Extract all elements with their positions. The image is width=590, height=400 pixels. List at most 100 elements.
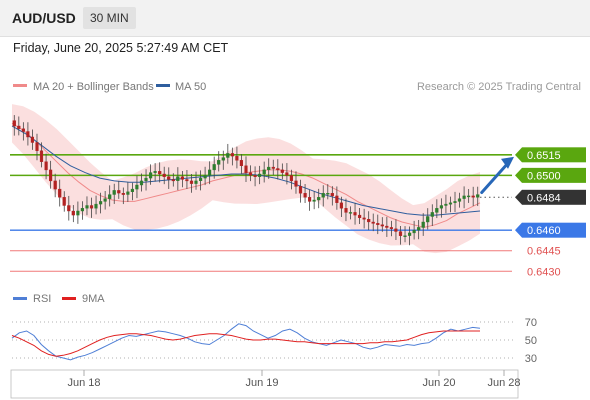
candle-body bbox=[389, 227, 393, 229]
rsi-tick-30: 30 bbox=[525, 353, 537, 365]
candle-body bbox=[221, 157, 225, 161]
rsi-ma-legend-label: 9MA bbox=[82, 293, 105, 305]
rsi-panel: 30 50 70 bbox=[11, 317, 537, 365]
candle-body bbox=[53, 180, 57, 190]
candle-body bbox=[403, 235, 407, 237]
candle-body bbox=[467, 195, 471, 198]
candle-body bbox=[12, 120, 16, 127]
time-axis: Jun 18 Jun 19 Jun 20 Jun 28 bbox=[10, 369, 521, 399]
price-legend: MA 20 + Bollinger Bands MA 50 Research ©… bbox=[13, 81, 581, 93]
candle-body bbox=[112, 190, 116, 195]
rsi-tick-70: 70 bbox=[525, 317, 537, 329]
candle-body bbox=[253, 175, 257, 177]
candle-body bbox=[67, 205, 71, 212]
candle-body bbox=[85, 205, 89, 209]
candle-body bbox=[412, 229, 416, 234]
candle-body bbox=[71, 210, 75, 216]
candle-body bbox=[239, 160, 243, 167]
candle-body bbox=[476, 194, 480, 198]
candle-body bbox=[153, 171, 157, 173]
candle-body bbox=[94, 203, 98, 209]
candle-body bbox=[308, 197, 312, 202]
ma50-legend-label: MA 50 bbox=[175, 81, 206, 93]
candle-body bbox=[217, 160, 221, 165]
rsi-legend-swatch bbox=[13, 297, 27, 300]
candle-body bbox=[144, 177, 148, 182]
candle-body bbox=[35, 142, 39, 151]
candle-body bbox=[121, 192, 125, 195]
candle-body bbox=[108, 194, 112, 199]
x-tick-label: Jun 19 bbox=[245, 377, 278, 389]
candle-body bbox=[89, 205, 94, 209]
candle-body bbox=[167, 176, 171, 180]
candle-body bbox=[453, 201, 457, 203]
candle-body bbox=[103, 198, 107, 202]
candle-body bbox=[353, 212, 357, 216]
candle-body bbox=[126, 191, 130, 195]
candle-body bbox=[444, 203, 448, 206]
candle-body bbox=[203, 175, 207, 179]
rsi-legend-label: RSI bbox=[33, 293, 51, 305]
candle-body bbox=[326, 192, 330, 195]
candle-body bbox=[344, 208, 348, 213]
candle-body bbox=[235, 155, 239, 161]
candle-body bbox=[335, 195, 339, 203]
candle-body bbox=[21, 128, 25, 132]
rsi-line bbox=[11, 323, 481, 361]
candle-body bbox=[176, 176, 180, 181]
credit-text: Research © 2025 Trading Central bbox=[417, 81, 581, 93]
chart-datetime: Friday, June 20, 2025 5:27:49 AM CET bbox=[13, 41, 229, 55]
candle-body bbox=[317, 197, 321, 201]
candle-body bbox=[171, 179, 175, 182]
candle-body bbox=[367, 218, 371, 223]
timeframe-button[interactable]: 30 MIN bbox=[83, 7, 136, 29]
candle-body bbox=[421, 221, 425, 228]
candle-body bbox=[385, 225, 389, 228]
candle-body bbox=[321, 192, 325, 198]
candle-body bbox=[117, 190, 121, 194]
candle-body bbox=[135, 184, 139, 190]
candle-body bbox=[376, 223, 380, 225]
price-label-0.6445: 0.6445 bbox=[527, 246, 561, 258]
candle-body bbox=[98, 201, 103, 205]
candle-body bbox=[226, 153, 230, 158]
x-tick-label: Jun 28 bbox=[487, 377, 520, 389]
price-label-0.6515: 0.6515 bbox=[527, 150, 561, 162]
candle-body bbox=[362, 217, 366, 220]
candle-body bbox=[348, 212, 353, 214]
candle-body bbox=[30, 136, 34, 143]
candle-body bbox=[430, 212, 434, 217]
ma20-legend-swatch bbox=[13, 84, 27, 87]
candle-body bbox=[380, 224, 384, 227]
candle-body bbox=[448, 202, 453, 205]
candle-body bbox=[207, 169, 212, 176]
candle-body bbox=[158, 171, 162, 175]
candle-body bbox=[294, 180, 298, 187]
candle-body bbox=[49, 169, 53, 182]
candle-body bbox=[17, 125, 21, 129]
price-tag-0.6460 bbox=[522, 222, 586, 238]
x-tick-label: Jun 20 bbox=[422, 377, 455, 389]
symbol-title: AUD/USD bbox=[12, 10, 76, 26]
candle-body bbox=[180, 176, 184, 180]
candle-body bbox=[417, 227, 421, 231]
candle-body bbox=[426, 216, 430, 223]
candle-body bbox=[230, 153, 234, 157]
candle-body bbox=[185, 179, 189, 182]
candle-body bbox=[130, 188, 134, 193]
candle-body bbox=[62, 197, 66, 206]
candle-body bbox=[189, 180, 194, 184]
candle-body bbox=[148, 172, 153, 179]
candle-body bbox=[457, 198, 462, 202]
candle-body bbox=[212, 164, 216, 171]
candle-body bbox=[298, 186, 303, 194]
candle-body bbox=[58, 188, 62, 198]
rsi-legend: RSI 9MA bbox=[13, 293, 105, 305]
candle-body bbox=[339, 202, 343, 209]
candle-body bbox=[394, 228, 398, 232]
candle-body bbox=[198, 177, 203, 182]
candle-body bbox=[76, 210, 80, 216]
candle-body bbox=[398, 231, 403, 236]
candle-body bbox=[439, 205, 443, 209]
